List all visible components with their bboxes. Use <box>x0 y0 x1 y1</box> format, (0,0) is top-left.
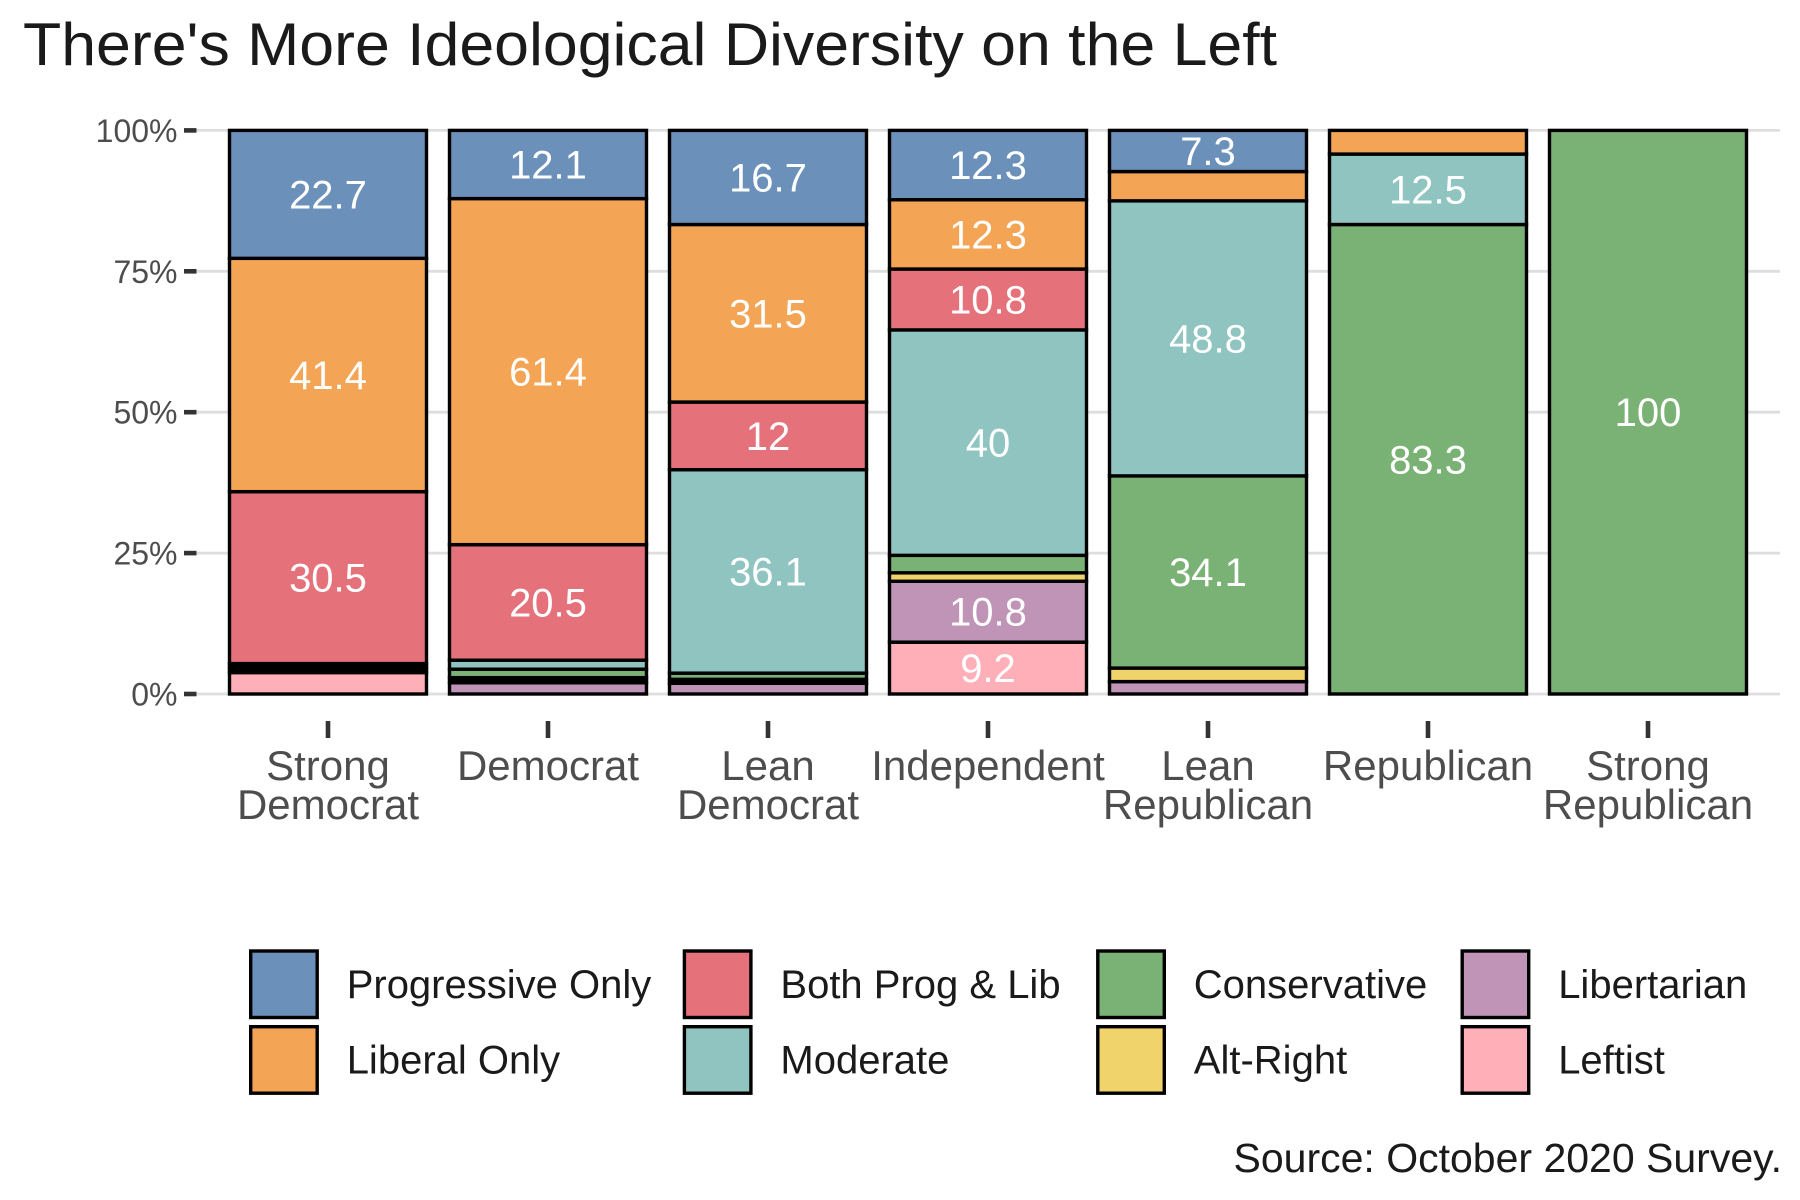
svg-text:40: 40 <box>966 422 1011 466</box>
svg-text:12: 12 <box>746 415 791 459</box>
svg-text:10.8: 10.8 <box>949 279 1027 323</box>
svg-text:9.2: 9.2 <box>960 647 1016 691</box>
svg-text:Republican: Republican <box>1543 781 1753 828</box>
svg-text:0%: 0% <box>131 677 177 713</box>
svg-text:48.8: 48.8 <box>1169 317 1247 361</box>
svg-text:20.5: 20.5 <box>509 581 587 625</box>
svg-text:75%: 75% <box>113 254 177 290</box>
svg-text:There's More Ideological Diver: There's More Ideological Diversity on th… <box>23 11 1277 78</box>
svg-text:Democrat: Democrat <box>677 781 859 828</box>
svg-text:Conservative: Conservative <box>1194 963 1427 1007</box>
svg-text:Progressive Only: Progressive Only <box>347 963 652 1007</box>
svg-text:Source: October 2020 Survey.: Source: October 2020 Survey. <box>1234 1135 1782 1181</box>
svg-text:30.5: 30.5 <box>289 557 367 601</box>
svg-text:83.3: 83.3 <box>1389 438 1467 482</box>
svg-text:Alt-Right: Alt-Right <box>1194 1039 1347 1083</box>
svg-text:12.5: 12.5 <box>1389 168 1467 212</box>
svg-text:12.1: 12.1 <box>509 144 587 188</box>
svg-text:31.5: 31.5 <box>729 292 807 336</box>
svg-text:41.4: 41.4 <box>289 354 367 398</box>
svg-text:10.8: 10.8 <box>949 591 1027 635</box>
svg-text:12.3: 12.3 <box>949 213 1027 257</box>
svg-text:Republican: Republican <box>1103 781 1313 828</box>
svg-text:Moderate: Moderate <box>780 1039 949 1083</box>
svg-text:Lean: Lean <box>721 742 814 789</box>
svg-text:12.3: 12.3 <box>949 144 1027 188</box>
svg-text:22.7: 22.7 <box>289 173 367 217</box>
svg-text:7.3: 7.3 <box>1180 130 1236 174</box>
svg-text:Republican: Republican <box>1323 742 1533 789</box>
svg-text:25%: 25% <box>113 536 177 572</box>
svg-text:61.4: 61.4 <box>509 351 587 395</box>
svg-text:34.1: 34.1 <box>1169 551 1247 595</box>
svg-text:Leftist: Leftist <box>1558 1039 1665 1083</box>
svg-text:Strong: Strong <box>1586 742 1710 789</box>
svg-text:Strong: Strong <box>266 742 390 789</box>
svg-text:100%: 100% <box>96 113 178 149</box>
svg-text:50%: 50% <box>113 395 177 431</box>
svg-text:Lean: Lean <box>1161 742 1254 789</box>
svg-text:16.7: 16.7 <box>729 157 807 201</box>
svg-text:100: 100 <box>1615 391 1682 435</box>
svg-text:Independent: Independent <box>871 742 1105 789</box>
svg-text:Democrat: Democrat <box>237 781 419 828</box>
svg-text:36.1: 36.1 <box>729 550 807 594</box>
svg-text:Libertarian: Libertarian <box>1558 963 1747 1007</box>
svg-text:Liberal Only: Liberal Only <box>347 1039 560 1083</box>
svg-text:Democrat: Democrat <box>457 742 639 789</box>
svg-text:Both Prog & Lib: Both Prog & Lib <box>780 963 1060 1007</box>
